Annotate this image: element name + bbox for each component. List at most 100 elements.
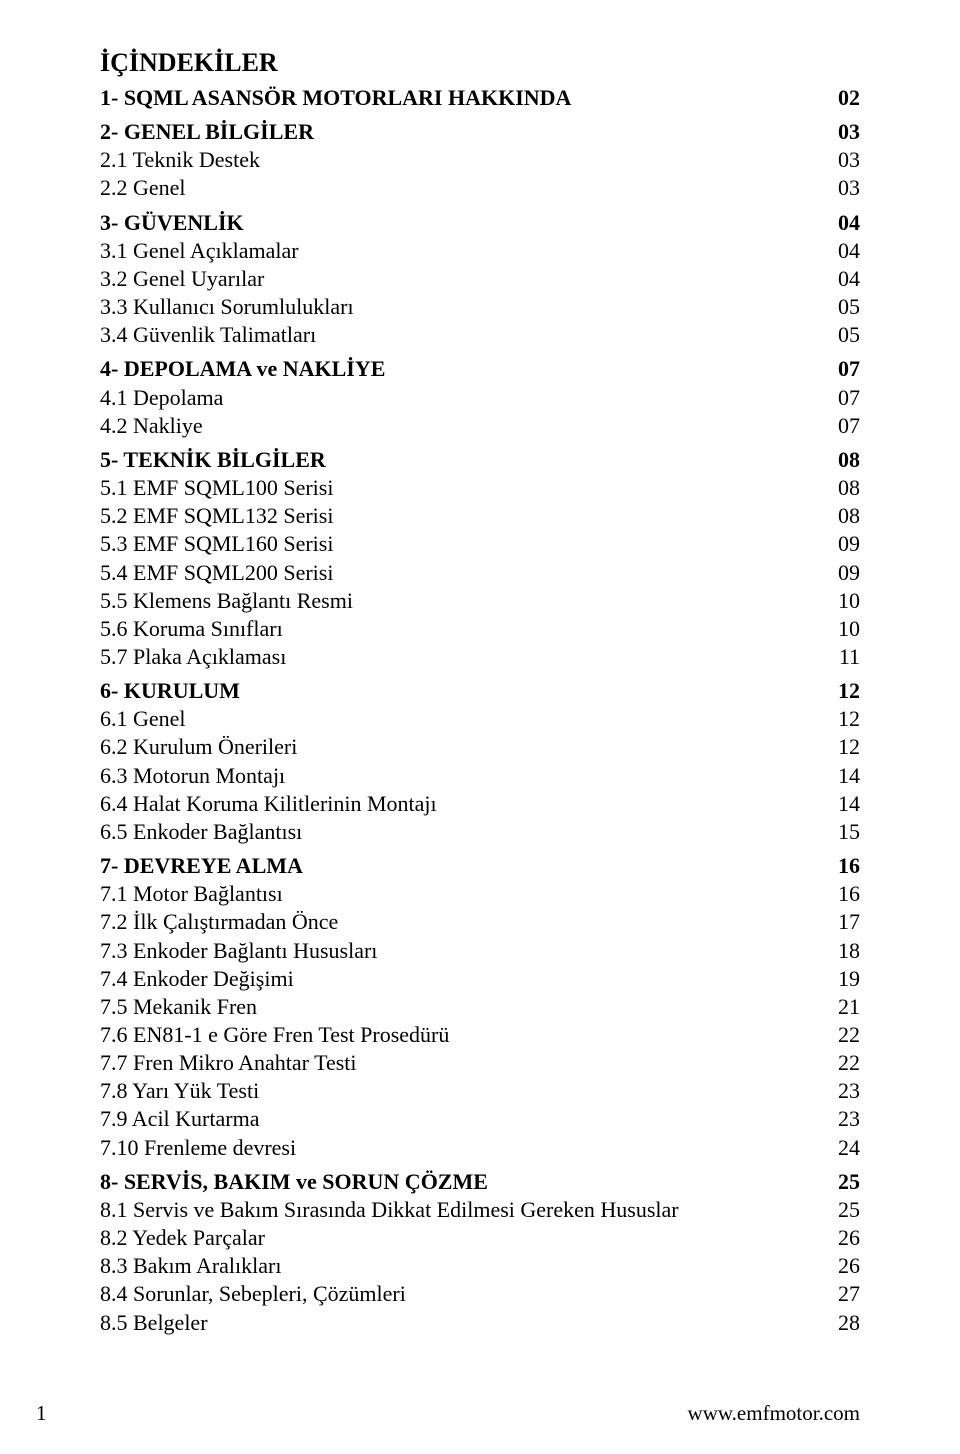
toc-entry-label: 8.4 Sorunlar, Sebepleri, Çözümleri bbox=[100, 1280, 406, 1308]
toc-entry-page: 14 bbox=[828, 790, 860, 818]
toc-entry-label: 7.4 Enkoder Değişimi bbox=[100, 965, 294, 993]
toc-entry-label: 5.5 Klemens Bağlantı Resmi bbox=[100, 587, 353, 615]
toc-entry-label: 6.2 Kurulum Önerileri bbox=[100, 733, 297, 761]
toc-entry-label: 8.3 Bakım Aralıkları bbox=[100, 1252, 281, 1280]
toc-entry: 8.4 Sorunlar, Sebepleri, Çözümleri 27 bbox=[100, 1280, 860, 1308]
toc-entry-page: 07 bbox=[828, 355, 860, 383]
toc-entry-page: 08 bbox=[828, 502, 860, 530]
toc-entry: 3.1 Genel Açıklamalar 04 bbox=[100, 237, 860, 265]
toc-entry-label: 7.5 Mekanik Fren bbox=[100, 993, 257, 1021]
footer-url: www.emfmotor.com bbox=[688, 1401, 860, 1426]
toc-entry-page: 25 bbox=[828, 1168, 860, 1196]
toc-entry-label: 3- GÜVENLİK bbox=[100, 209, 244, 237]
toc-entry: 5.4 EMF SQML200 Serisi 09 bbox=[100, 559, 860, 587]
toc-entry: 4.2 Nakliye07 bbox=[100, 412, 860, 440]
toc-entry-label: 7.3 Enkoder Bağlantı Hususları bbox=[100, 937, 377, 965]
toc-entry-label: 4- DEPOLAMA ve NAKLİYE bbox=[100, 355, 385, 383]
toc-entry-page: 12 bbox=[828, 677, 860, 705]
toc-entry: 7.5 Mekanik Fren21 bbox=[100, 993, 860, 1021]
toc-entry-label: 2- GENEL BİLGİLER bbox=[100, 118, 314, 146]
toc-entry-page: 05 bbox=[828, 293, 860, 321]
toc-entry-label: 8.1 Servis ve Bakım Sırasında Dikkat Edi… bbox=[100, 1196, 679, 1224]
toc-entry: 7.4 Enkoder Değişimi 19 bbox=[100, 965, 860, 993]
toc-entry: 4- DEPOLAMA ve NAKLİYE 07 bbox=[100, 355, 860, 383]
toc-entry: 7.9 Acil Kurtarma 23 bbox=[100, 1105, 860, 1133]
toc-entry-label: 5.6 Koruma Sınıfları bbox=[100, 615, 283, 643]
toc-entry: 6.2 Kurulum Önerileri12 bbox=[100, 733, 860, 761]
toc-entry-page: 14 bbox=[828, 762, 860, 790]
toc-entry-label: 8.2 Yedek Parçalar bbox=[100, 1224, 265, 1252]
toc-entry-label: 3.2 Genel Uyarılar bbox=[100, 265, 264, 293]
toc-entry: 8.1 Servis ve Bakım Sırasında Dikkat Edi… bbox=[100, 1196, 860, 1224]
toc-entry-label: 8.5 Belgeler bbox=[100, 1309, 208, 1337]
toc-entry: 8.3 Bakım Aralıkları 26 bbox=[100, 1252, 860, 1280]
toc-entry-page: 10 bbox=[828, 615, 860, 643]
toc-title: İÇİNDEKİLER bbox=[100, 48, 860, 78]
toc-entry-page: 18 bbox=[828, 937, 860, 965]
toc-entry-page: 16 bbox=[828, 880, 860, 908]
toc-entry: 6.5 Enkoder Bağlantısı15 bbox=[100, 818, 860, 846]
toc-entry-page: 23 bbox=[828, 1105, 860, 1133]
toc-entry-label: 6.3 Motorun Montajı bbox=[100, 762, 285, 790]
toc-entry: 7.10 Frenleme devresi 24 bbox=[100, 1134, 860, 1162]
toc-entry-page: 04 bbox=[828, 209, 860, 237]
toc-entry-label: 3.1 Genel Açıklamalar bbox=[100, 237, 299, 265]
toc-entry: 7.6 EN81-1 e Göre Fren Test Prosedürü22 bbox=[100, 1021, 860, 1049]
toc-entry-label: 5.4 EMF SQML200 Serisi bbox=[100, 559, 333, 587]
toc-entry-page: 17 bbox=[828, 908, 860, 936]
toc-entry: 3.4 Güvenlik Talimatları05 bbox=[100, 321, 860, 349]
toc-entry: 7- DEVREYE ALMA16 bbox=[100, 852, 860, 880]
toc-entry-page: 26 bbox=[828, 1224, 860, 1252]
toc-entry-page: 04 bbox=[828, 265, 860, 293]
toc-entry-page: 24 bbox=[828, 1134, 860, 1162]
toc-entry-label: 5.7 Plaka Açıklaması bbox=[100, 643, 286, 671]
toc-entry-label: 7.9 Acil Kurtarma bbox=[100, 1105, 259, 1133]
toc-list: 1- SQML ASANSÖR MOTORLARI HAKKINDA02 2- G… bbox=[100, 84, 860, 1337]
toc-entry-label: 5.3 EMF SQML160 Serisi bbox=[100, 530, 333, 558]
toc-entry-page: 09 bbox=[828, 559, 860, 587]
toc-entry-page: 16 bbox=[828, 852, 860, 880]
document-page: İÇİNDEKİLER 1- SQML ASANSÖR MOTORLARI HA… bbox=[0, 0, 960, 1454]
toc-entry: 7.8 Yarı Yük Testi23 bbox=[100, 1077, 860, 1105]
toc-entry-label: 5.2 EMF SQML132 Serisi bbox=[100, 502, 333, 530]
toc-entry: 5.3 EMF SQML160 Serisi 09 bbox=[100, 530, 860, 558]
toc-entry-label: 7.10 Frenleme devresi bbox=[100, 1134, 296, 1162]
toc-entry-page: 07 bbox=[828, 384, 860, 412]
toc-entry: 8- SERVİS, BAKIM ve SORUN ÇÖZME 25 bbox=[100, 1168, 860, 1196]
toc-entry: 3- GÜVENLİK 04 bbox=[100, 209, 860, 237]
toc-entry-page: 04 bbox=[828, 237, 860, 265]
toc-entry-page: 15 bbox=[828, 818, 860, 846]
toc-entry: 6.3 Motorun Montajı 14 bbox=[100, 762, 860, 790]
toc-entry-label: 7.7 Fren Mikro Anahtar Testi bbox=[100, 1049, 357, 1077]
toc-entry: 5- TEKNİK BİLGİLER08 bbox=[100, 446, 860, 474]
toc-entry: 5.5 Klemens Bağlantı Resmi 10 bbox=[100, 587, 860, 615]
toc-entry-label: 7.1 Motor Bağlantısı bbox=[100, 880, 283, 908]
toc-entry: 8.2 Yedek Parçalar 26 bbox=[100, 1224, 860, 1252]
toc-entry: 5.7 Plaka Açıklaması11 bbox=[100, 643, 860, 671]
toc-entry-page: 22 bbox=[828, 1021, 860, 1049]
toc-entry-page: 10 bbox=[828, 587, 860, 615]
toc-entry: 1- SQML ASANSÖR MOTORLARI HAKKINDA02 bbox=[100, 84, 860, 112]
toc-entry-page: 08 bbox=[828, 446, 860, 474]
toc-entry-page: 09 bbox=[828, 530, 860, 558]
toc-entry-label: 7.8 Yarı Yük Testi bbox=[100, 1077, 259, 1105]
toc-entry-label: 6.1 Genel bbox=[100, 705, 186, 733]
toc-entry-page: 12 bbox=[828, 705, 860, 733]
toc-entry: 2.2 Genel03 bbox=[100, 174, 860, 202]
toc-entry-page: 05 bbox=[828, 321, 860, 349]
toc-entry-page: 07 bbox=[828, 412, 860, 440]
toc-entry-label: 6.4 Halat Koruma Kilitlerinin Montajı bbox=[100, 790, 437, 818]
toc-entry: 5.2 EMF SQML132 Serisi 08 bbox=[100, 502, 860, 530]
toc-entry-label: 8- SERVİS, BAKIM ve SORUN ÇÖZME bbox=[100, 1168, 488, 1196]
toc-entry-page: 03 bbox=[828, 146, 860, 174]
toc-entry: 6.1 Genel 12 bbox=[100, 705, 860, 733]
toc-entry-page: 02 bbox=[828, 84, 860, 112]
page-number: 1 bbox=[36, 1401, 47, 1426]
page-footer: 1 www.emfmotor.com bbox=[0, 1401, 960, 1426]
toc-entry-label: 4.1 Depolama bbox=[100, 384, 223, 412]
toc-entry-page: 19 bbox=[828, 965, 860, 993]
toc-entry-page: 27 bbox=[828, 1280, 860, 1308]
toc-entry: 4.1 Depolama 07 bbox=[100, 384, 860, 412]
toc-entry: 3.2 Genel Uyarılar 04 bbox=[100, 265, 860, 293]
toc-entry-page: 26 bbox=[828, 1252, 860, 1280]
